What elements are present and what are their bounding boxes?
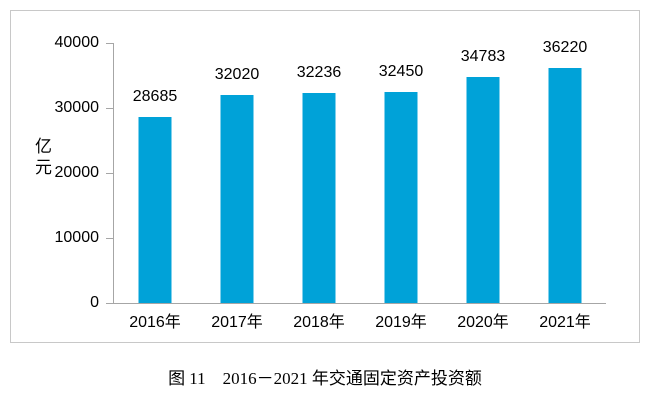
bar-value-label: 36220 — [542, 38, 588, 56]
bar-slot: 32236 2018年 — [278, 43, 360, 331]
y-tick-label: 40000 — [54, 34, 100, 51]
bar-value-label: 34783 — [460, 47, 506, 65]
bar-2018年 — [302, 93, 336, 303]
plot-area: 28685 2016年 32020 2017年 32236 2018年 32450 2019年… — [106, 39, 606, 331]
x-axis-label: 2018年 — [293, 314, 345, 331]
bar-2019年 — [384, 92, 418, 303]
y-axis-labels: 0 10000 20000 30000 40000 — [11, 11, 107, 342]
figure-caption: 图 11 2016－2021 年交通固定资产投资额 — [168, 369, 482, 388]
y-tick-mark — [106, 238, 114, 239]
bar-slot: 34783 2020年 — [442, 43, 524, 331]
y-tick-mark — [106, 43, 114, 44]
bar-2016年 — [138, 116, 172, 303]
bar-slot: 28685 2016年 — [114, 43, 196, 331]
bar-value-label: 32020 — [214, 65, 260, 83]
y-tick-mark — [106, 108, 114, 109]
bar-value-label: 32450 — [378, 63, 424, 81]
y-tick-label: 20000 — [54, 164, 100, 181]
bar-2017年 — [220, 94, 254, 303]
bar-slot: 36220 2021年 — [524, 39, 606, 331]
x-axis-label: 2017年 — [211, 314, 263, 331]
x-axis-label: 2019年 — [375, 314, 427, 331]
bar-value-label: 28685 — [132, 87, 178, 105]
y-tick-label: 10000 — [54, 229, 100, 246]
y-axis-title: 亿元 — [32, 137, 51, 179]
x-axis-label: 2021年 — [539, 314, 591, 331]
bar-slot: 32020 2017年 — [196, 43, 278, 331]
chart-frame: 亿元 0 10000 20000 30000 40000 28685 2016年 32020… — [10, 10, 640, 343]
y-tick-label: 0 — [90, 294, 99, 311]
x-axis-label: 2016年 — [129, 314, 181, 331]
y-tick-label: 30000 — [54, 99, 100, 116]
bar-slot: 32450 2019年 — [360, 43, 442, 331]
y-tick-mark — [106, 303, 114, 304]
bar-2020年 — [466, 76, 500, 303]
y-tick-mark — [106, 173, 114, 174]
bar-2021年 — [548, 67, 582, 303]
x-axis-label: 2020年 — [457, 314, 509, 331]
bar-value-label: 32236 — [296, 64, 342, 82]
